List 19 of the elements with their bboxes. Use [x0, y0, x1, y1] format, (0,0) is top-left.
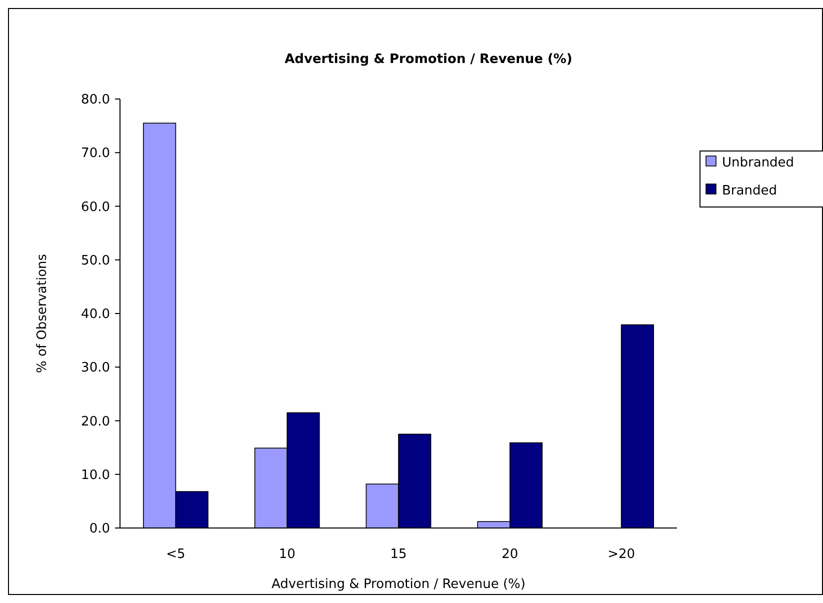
legend-label: Unbranded: [722, 155, 794, 170]
x-tick-label: 20: [502, 547, 518, 562]
y-tick-label: 50.0: [81, 253, 110, 268]
y-tick-label: 20.0: [81, 414, 110, 430]
x-tick-label: 15: [390, 547, 407, 562]
chart-title: Advertising & Promotion / Revenue (%): [284, 52, 572, 67]
y-tick-label: 70.0: [81, 146, 110, 162]
x-tick-label: 10: [278, 547, 296, 562]
x-tick-label: >20: [608, 547, 636, 562]
y-tick-label: 60.0: [81, 200, 110, 215]
y-tick-label: 0.0: [89, 522, 110, 537]
y-tick-label: 10.0: [81, 468, 110, 483]
legend-label: Branded: [722, 183, 777, 198]
y-tick-label: 40.0: [81, 307, 110, 322]
x-tick-label: <5: [166, 547, 186, 562]
y-tick-label: 80.0: [81, 92, 110, 108]
y-axis-title: % of Observations: [35, 254, 50, 374]
x-axis-title: Advertising & Promotion / Revenue (%): [272, 577, 526, 592]
y-tick-label: 30.0: [81, 360, 110, 376]
